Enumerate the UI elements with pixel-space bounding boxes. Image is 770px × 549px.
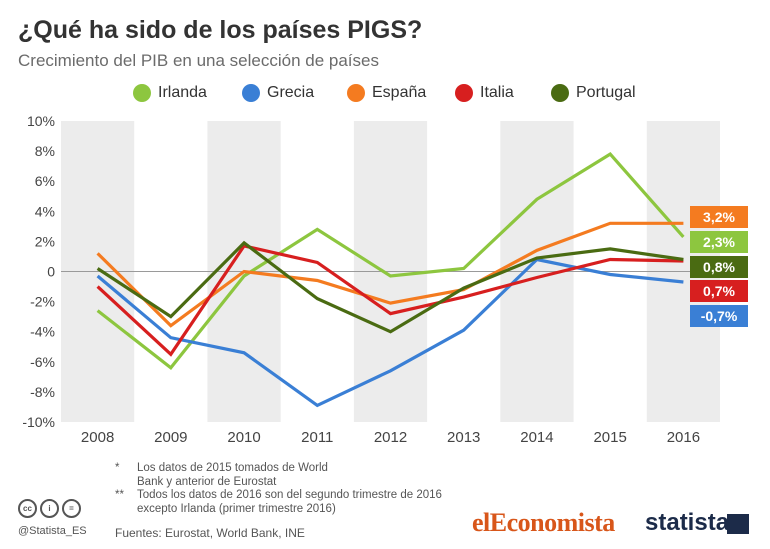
series-line-grecia [96,257,684,408]
creative-commons-icon: cc [18,499,37,518]
footnote-text: Todos los datos de 2016 son del segundo … [137,489,442,515]
x-tick-label: 2015 [593,429,626,446]
line-chart: 10% 8% 6% 4% 2% 0 -2% -4% -6% -8% -10% 2008 2009 2010… [22,113,748,446]
y-tick-label: -4% [30,324,55,340]
footnotes: * Los datos de 2015 tomados de World Ban… [115,462,442,516]
end-label-text: 0,7% [703,283,735,299]
y-tick-label: 4% [35,203,55,219]
legend: Irlanda Grecia España Italia Portugal [0,84,770,110]
chart-title: ¿Qué ha sido de los países PIGS? [18,16,423,44]
series-line-italia [96,244,684,357]
legend-item-grecia[interactable]: Grecia [242,84,314,102]
legend-label: España [372,84,427,101]
series-line-portugal [96,240,684,334]
legend-marker [455,84,473,102]
end-label-text: 2,3% [703,234,735,250]
y-tick-label: -8% [30,384,55,400]
legend-marker [551,84,569,102]
y-tick-label: 10% [27,113,55,129]
y-tick-label: -6% [30,354,55,370]
no-derivatives-icon: = [62,499,81,518]
chart-subtitle: Crecimiento del PIB en una selección de … [18,51,379,70]
footnote-1: * Los datos de 2015 tomados de World Ban… [115,462,442,489]
y-tick-label: 6% [35,173,55,189]
license-icons: cc i = [18,499,81,518]
legend-marker [347,84,365,102]
x-tick-label: 2008 [81,429,114,446]
end-label-portugal: 0,8% [690,256,748,278]
end-label-badge [690,280,748,302]
legend-label: Irlanda [158,84,207,101]
legend-item-portugal[interactable]: Portugal [551,84,636,102]
legend-item-italia[interactable]: Italia [455,84,514,102]
x-tick-label: 2014 [520,429,553,446]
y-tick-label: -2% [30,294,55,310]
end-label-italia: 0,7% [690,280,748,302]
eleconomista-logo[interactable]: elEconomista [472,508,615,537]
legend-label: Grecia [267,84,315,101]
end-label-españa: 3,2% [690,206,748,228]
legend-marker [133,84,151,102]
end-label-badge [690,256,748,278]
y-tick-label: 0 [47,264,55,280]
legend-marker [242,84,260,102]
end-label-badge [690,206,748,228]
sources-text: Fuentes: Eurostat, World Bank, INE [115,526,305,540]
x-tick-label: 2010 [227,429,260,446]
statista-logo-icon [727,514,749,534]
y-tick-label: -10% [22,414,55,430]
legend-label: Italia [480,84,514,101]
x-tick-label: 2013 [447,429,480,446]
x-tick-label: 2009 [154,429,187,446]
legend-item-irlanda[interactable]: Irlanda [133,84,207,102]
statista-logo[interactable]: statista [645,509,730,536]
end-label-badge [690,231,748,253]
x-tick-label: 2011 [301,429,333,446]
end-label-text: 3,2% [703,209,735,225]
footnote-mark: ** [115,489,124,501]
x-tick-label: 2012 [374,429,407,446]
series-line-españa [96,221,684,328]
series-line-irlanda [96,152,685,371]
footnote-2: ** Todos los datos de 2016 son del segun… [115,489,442,516]
x-tick-label: 2016 [667,429,700,446]
y-tick-label: 2% [35,233,55,249]
end-label-grecia: -0,7% [690,305,748,327]
end-label-text: 0,8% [703,259,735,275]
end-label-text: -0,7% [701,308,738,324]
footnote-mark: * [115,462,120,474]
attribution-icon: i [40,499,59,518]
footnote-text: Los datos de 2015 tomados de World Bank … [137,462,328,488]
legend-item-españa[interactable]: España [347,84,426,102]
end-label-irlanda: 2,3% [690,231,748,253]
end-label-badge [690,305,748,327]
legend-label: Portugal [576,84,636,101]
y-tick-label: 8% [35,143,55,159]
social-handle: @Statista_ES [18,525,87,537]
